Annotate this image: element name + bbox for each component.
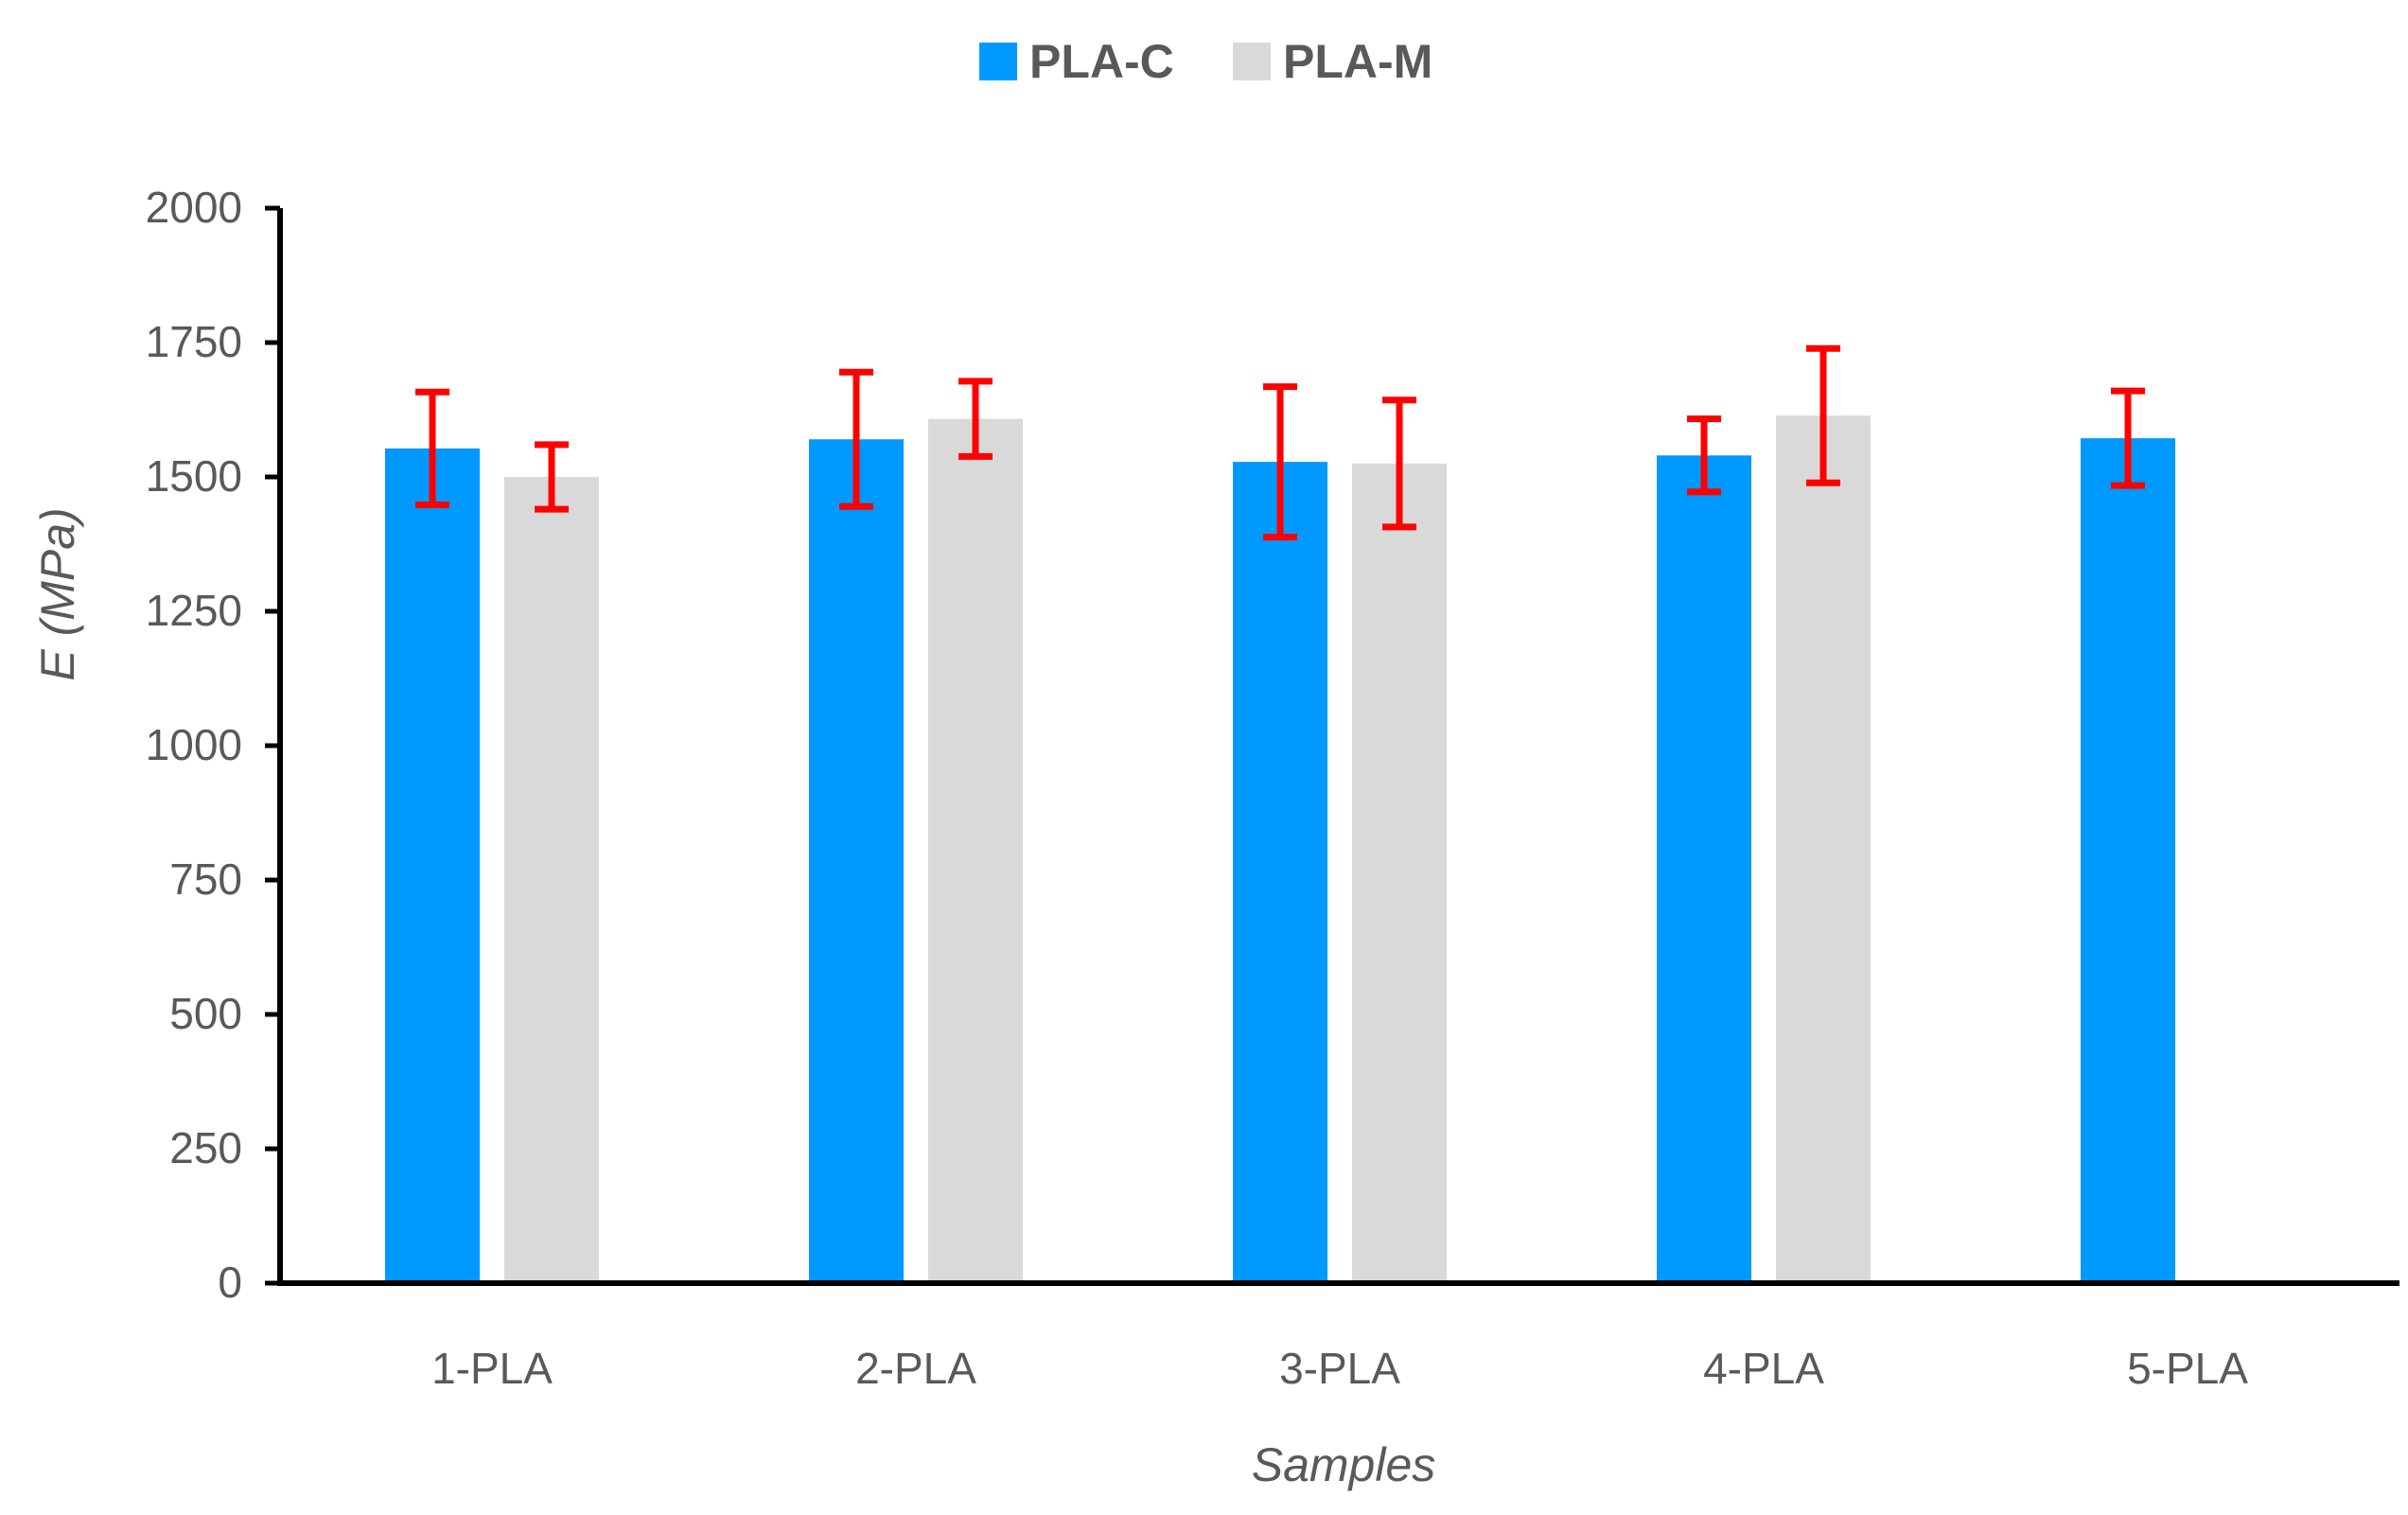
error-bars — [415, 344, 2145, 541]
bars — [385, 415, 2175, 1283]
legend-label-pla-c: PLA-C — [1029, 35, 1174, 88]
y-tick-label: 0 — [218, 1258, 242, 1307]
x-axis-title: Samples — [1252, 1438, 1436, 1491]
bar — [1657, 455, 1751, 1283]
x-tick-label: 3-PLA — [1279, 1344, 1400, 1393]
legend: PLA-C PLA-M — [979, 35, 1432, 88]
x-tick-label: 1-PLA — [431, 1344, 553, 1393]
y-tick-label: 1750 — [146, 317, 242, 366]
bar — [1776, 415, 1871, 1283]
x-axis-ticks: 1-PLA 2-PLA 3-PLA 4-PLA 5-PLA — [431, 1344, 2248, 1393]
bar — [928, 418, 1023, 1283]
y-axis-title: E (MPa) — [31, 507, 84, 680]
bar — [1233, 462, 1327, 1283]
bar — [385, 448, 480, 1283]
y-tick-label: 500 — [169, 989, 242, 1038]
legend-swatch-pla-c — [979, 43, 1017, 80]
bar — [2081, 438, 2175, 1283]
bar — [504, 477, 599, 1283]
x-tick-label: 5-PLA — [2127, 1344, 2248, 1393]
legend-swatch-pla-m — [1233, 43, 1271, 80]
bar — [1352, 463, 1447, 1283]
y-axis-ticks: 0 250 500 750 1000 1250 1500 1750 2000 — [146, 183, 280, 1307]
y-tick-label: 750 — [169, 854, 242, 904]
y-tick-label: 250 — [169, 1123, 242, 1172]
bar — [809, 439, 904, 1283]
x-tick-label: 2-PLA — [855, 1344, 976, 1393]
y-tick-label: 1000 — [146, 720, 242, 769]
legend-label-pla-m: PLA-M — [1283, 35, 1432, 88]
y-tick-label: 1250 — [146, 586, 242, 635]
x-tick-label: 4-PLA — [1703, 1344, 1824, 1393]
y-tick-label: 1500 — [146, 451, 242, 501]
y-tick-label: 2000 — [146, 183, 242, 232]
